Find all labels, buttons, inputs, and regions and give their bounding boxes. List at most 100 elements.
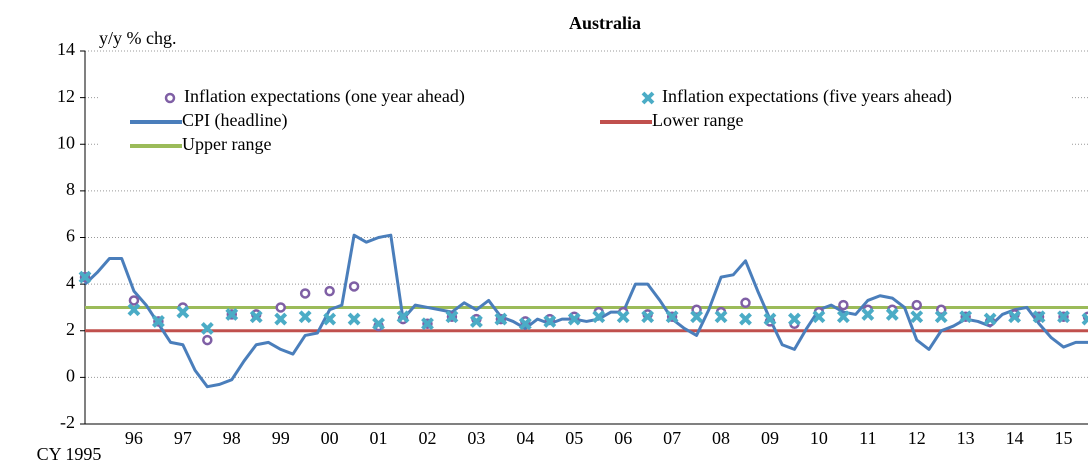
circle-marker: [348, 281, 360, 292]
cross-b: [78, 270, 92, 284]
cross-b: [641, 310, 655, 324]
x-tick-label: 03: [467, 428, 485, 448]
x-tick-label: 08: [712, 428, 730, 448]
circle: [324, 285, 335, 297]
circle: [935, 304, 947, 316]
cross-marker: [372, 317, 385, 331]
circle: [128, 295, 140, 306]
cross-marker: [983, 312, 997, 326]
cross-b: [836, 310, 850, 324]
x-tick-label: 11: [859, 428, 876, 448]
cross-b: [225, 308, 239, 321]
cross-b: [641, 91, 655, 105]
x-tick-label: 05: [565, 428, 583, 448]
y-tick-label: 8: [66, 179, 75, 199]
cross-b: [616, 310, 630, 324]
x-tick-label: CY 1995: [37, 444, 102, 464]
cross-a: [1081, 312, 1088, 322]
cross-b: [1057, 310, 1070, 324]
cross-marker: [470, 315, 483, 328]
cross-b: [127, 303, 141, 317]
cross-b: [421, 317, 434, 331]
y-tick-label: -2: [60, 412, 75, 432]
x-tick-label: 13: [957, 428, 975, 448]
circle: [838, 299, 849, 311]
cross-b: [665, 310, 679, 324]
cross-marker: [494, 312, 508, 326]
cross-marker: [641, 310, 655, 324]
circle: [164, 92, 176, 104]
cross-b: [543, 315, 557, 328]
cross-marker: [176, 305, 190, 319]
cross-marker: [567, 312, 581, 326]
x-tick-label: 98: [223, 428, 241, 448]
legend-box: [100, 84, 1070, 160]
x-tick-label: 97: [174, 428, 192, 448]
x-tick-label: 04: [516, 428, 534, 448]
cross-marker: [616, 310, 630, 324]
cross-marker: [910, 310, 924, 324]
cross-marker: [788, 312, 801, 326]
cross-b: [959, 310, 973, 324]
x-tick-label: 99: [272, 428, 290, 448]
y-tick-label: 12: [57, 86, 75, 106]
cross-b: [518, 317, 532, 331]
cross-marker: [641, 91, 655, 105]
cross-marker: [763, 312, 777, 326]
cross-b: [739, 312, 752, 326]
cross-b: [347, 312, 361, 326]
cross-marker: [739, 312, 752, 326]
circle: [691, 304, 702, 316]
circle: [275, 302, 286, 313]
cross-marker: [151, 315, 165, 328]
cross-marker: [1081, 312, 1088, 326]
cross-marker: [592, 310, 606, 324]
cross-b: [788, 312, 801, 326]
cross-marker: [836, 310, 850, 324]
x-tick-label: 02: [418, 428, 436, 448]
cross-b: [151, 315, 165, 328]
circle: [348, 281, 360, 292]
cross-marker: [421, 317, 434, 331]
cross-b: [714, 310, 728, 324]
cross-b: [934, 310, 948, 324]
cross-marker: [934, 310, 948, 324]
chart-title: Australia: [569, 13, 641, 33]
cross-marker: [714, 310, 728, 324]
cross-marker: [78, 270, 92, 284]
cross-b: [176, 305, 190, 319]
cross-b: [396, 310, 410, 324]
circle: [740, 297, 751, 309]
y-tick-label: 14: [57, 39, 75, 59]
x-tick-label: 10: [810, 428, 828, 448]
cross-b: [812, 310, 826, 324]
series-line: [83, 233, 1088, 389]
y-tick-label: 6: [66, 226, 75, 246]
circle-marker: [324, 285, 335, 297]
circle-marker: [740, 297, 751, 309]
legend-label: CPI (headline): [182, 110, 287, 131]
cross-b: [470, 315, 483, 328]
cross-b: [372, 317, 385, 331]
y-tick-label: 4: [66, 272, 75, 292]
x-tick-label: 09: [761, 428, 779, 448]
y-tick-label: 0: [66, 366, 75, 386]
cross-marker: [298, 310, 312, 324]
cross-b: [885, 308, 899, 321]
cross-marker: [274, 312, 288, 326]
y-axis-label: y/y % chg.: [99, 28, 176, 48]
cross-marker: [323, 312, 337, 326]
cross-b: [200, 322, 214, 335]
legend-label: Inflation expectations (one year ahead): [184, 86, 465, 107]
circle-marker: [935, 304, 947, 316]
x-tick-label: 96: [125, 428, 143, 448]
cross-marker: [1008, 310, 1022, 324]
legend: Lower range Upper range CPI (headline) Infl…: [100, 84, 1070, 160]
cross-marker: [665, 310, 679, 324]
cross-b: [445, 310, 459, 324]
circle-marker: [691, 304, 702, 316]
x-tick-label: 01: [370, 428, 388, 448]
cross-marker: [1032, 310, 1046, 324]
cross-b: [763, 312, 777, 326]
circle-marker: [128, 295, 140, 306]
